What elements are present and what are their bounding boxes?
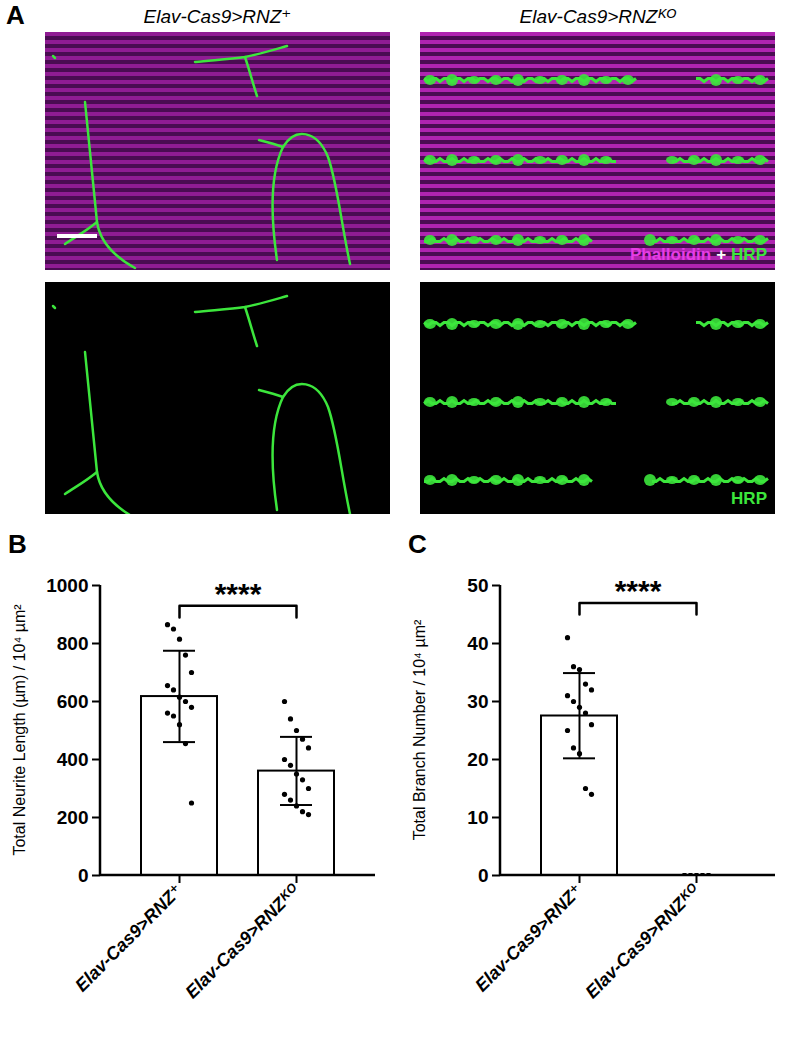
svg-text:Phalloidin+HRP: Phalloidin+HRP	[630, 245, 767, 264]
svg-text:Elav-Cas9>RNZᴷᴼ: Elav-Cas9>RNZᴷᴼ	[520, 6, 677, 27]
html-text:B: B	[8, 529, 27, 559]
svg-text:****: ****	[615, 574, 662, 607]
svg-text:Elav-Cas9>RNZᴷᴼ: Elav-Cas9>RNZᴷᴼ	[581, 880, 703, 1002]
svg-text:40: 40	[467, 633, 488, 654]
svg-text:200: 200	[57, 807, 89, 828]
svg-text:800: 800	[57, 633, 89, 654]
svg-text:50: 50	[467, 575, 488, 596]
svg-text:Elav-Cas9>RNZ⁺: Elav-Cas9>RNZ⁺	[144, 6, 292, 27]
svg-text:Elav-Cas9>RNZ⁺: Elav-Cas9>RNZ⁺	[71, 880, 186, 995]
html-text:A: A	[6, 0, 25, 30]
svg-text:HRP: HRP	[731, 489, 767, 508]
svg-text:Elav-Cas9>RNZ⁺: Elav-Cas9>RNZ⁺	[471, 880, 586, 995]
svg-text:400: 400	[57, 749, 89, 770]
svg-text:10: 10	[467, 807, 488, 828]
html-text:C: C	[408, 529, 427, 559]
svg-text:Elav-Cas9>RNZᴷᴼ: Elav-Cas9>RNZᴷᴼ	[181, 880, 303, 1002]
svg-text:20: 20	[467, 749, 488, 770]
svg-text:0: 0	[78, 865, 89, 886]
html-text:Total Branch Number / 10⁴ µm²: Total Branch Number / 10⁴ µm²	[411, 619, 428, 841]
html-text:Total Neurite Length (µm) / 10: Total Neurite Length (µm) / 10⁴ µm²	[11, 604, 28, 856]
svg-text:****: ****	[215, 577, 262, 610]
svg-text:0: 0	[478, 865, 489, 886]
svg-text:1000: 1000	[46, 575, 88, 596]
svg-text:600: 600	[57, 691, 89, 712]
svg-text:30: 30	[467, 691, 488, 712]
